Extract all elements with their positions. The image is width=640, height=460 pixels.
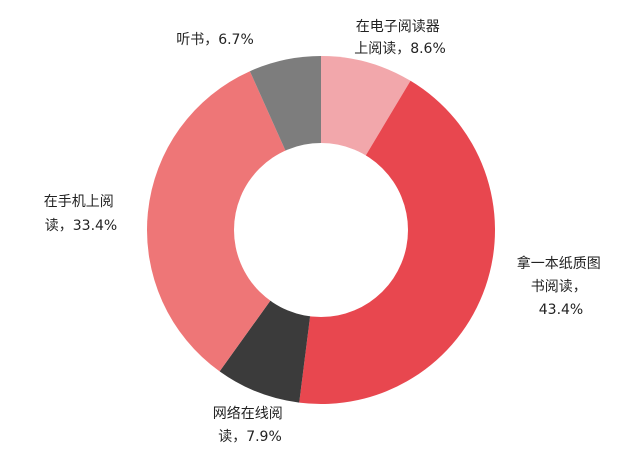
donut-hole [234, 143, 408, 317]
label-paper-book: 拿一本纸质图 书阅读， 43.4% [517, 255, 605, 318]
label-audiobook: 听书，6.7% [176, 32, 254, 48]
slice-phone [147, 71, 321, 372]
slice-labels: 在电子阅读器 上阅读，8.6% 拿一本纸质图 书阅读， 43.4% 网络在线阅 … [44, 18, 605, 445]
label-ebook: 在电子阅读器 上阅读，8.6% [354, 18, 446, 57]
label-phone: 在手机上阅 读，33.4% [44, 194, 118, 234]
label-online: 网络在线阅 读，7.9% [213, 406, 287, 445]
